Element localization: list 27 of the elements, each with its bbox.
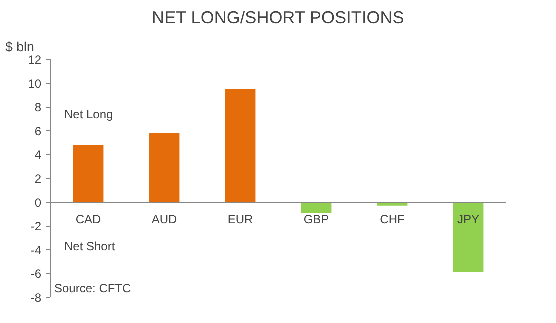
- x-tick-label: EUR: [228, 212, 254, 226]
- y-tick-label: 2: [34, 172, 42, 186]
- bar: [73, 145, 104, 202]
- x-tick-label: JPY: [457, 212, 480, 226]
- y-tick-label: 12: [28, 53, 42, 67]
- y-tick-label: 0: [34, 196, 42, 210]
- y-tick-label: 8: [34, 100, 42, 115]
- bar: [453, 202, 484, 273]
- x-tick-label: CAD: [76, 212, 102, 226]
- y-tick-label: -8: [30, 291, 42, 305]
- annotation: Net Long: [64, 108, 114, 122]
- y-tick-label: -2: [30, 220, 42, 234]
- annotation: Source: CFTC: [54, 282, 132, 296]
- bar: [301, 202, 332, 214]
- y-tick-label: 6: [34, 124, 42, 138]
- x-tick-label: GBP: [304, 212, 330, 226]
- y-axis-title: $ bln: [6, 40, 34, 54]
- chart-title: NET LONG/SHORT POSITIONS: [152, 8, 404, 28]
- bar: [225, 89, 256, 202]
- y-tick-label: -4: [30, 243, 42, 258]
- y-tick-label: -6: [30, 267, 42, 282]
- y-tick-label: 4: [34, 148, 42, 162]
- x-tick-label: CHF: [380, 212, 405, 226]
- y-tick-label: 10: [28, 76, 42, 91]
- bar: [149, 133, 180, 202]
- annotation: Net Short: [64, 240, 116, 254]
- x-tick-label: AUD: [152, 212, 178, 226]
